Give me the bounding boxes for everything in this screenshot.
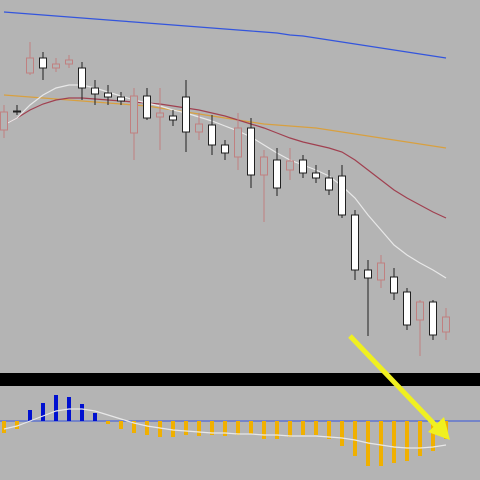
histogram-bar	[15, 421, 19, 429]
price-pane	[0, 11, 450, 356]
histogram-bar	[2, 421, 6, 433]
histogram-bar	[275, 421, 279, 439]
candle-body	[260, 156, 268, 176]
annotation-arrow	[348, 334, 450, 440]
histogram-bar	[288, 421, 292, 437]
histogram-bar	[80, 404, 84, 421]
candle-body	[325, 177, 333, 191]
histogram-bar	[158, 421, 162, 437]
candle-body	[364, 269, 372, 279]
candle-body	[130, 95, 138, 134]
candle-body	[273, 159, 281, 189]
candle-body	[429, 301, 437, 336]
candle-body	[117, 96, 125, 102]
histogram-bar	[262, 421, 266, 439]
histogram-bar	[301, 421, 305, 435]
histogram-bar	[340, 421, 344, 446]
histogram-bar	[145, 421, 149, 435]
histogram-bar	[223, 421, 227, 436]
candle-body	[208, 124, 216, 146]
candle-body	[65, 59, 73, 65]
candle-body	[312, 172, 320, 179]
indicator-line	[3, 408, 447, 449]
candle-body	[195, 123, 203, 133]
histogram-bar	[431, 421, 435, 451]
candle-body	[286, 160, 294, 171]
candle-body	[247, 127, 255, 176]
candle-body	[442, 316, 450, 333]
histogram-bar	[418, 421, 422, 456]
pane-separator	[0, 373, 480, 386]
histogram-bar	[210, 421, 214, 435]
histogram-bar	[353, 421, 357, 456]
candle-body	[390, 276, 398, 294]
candle-body	[26, 57, 34, 74]
candle-body	[0, 111, 8, 131]
histogram-bar	[106, 421, 110, 424]
candle-body	[13, 110, 21, 113]
indicator-pane	[0, 395, 480, 466]
candle-body	[182, 96, 190, 133]
histogram-bar	[41, 403, 45, 421]
histogram-bar	[405, 421, 409, 461]
histogram-bar	[249, 421, 253, 434]
histogram-bar	[54, 395, 58, 421]
histogram-bar	[197, 421, 201, 436]
indicator-line	[3, 97, 447, 219]
histogram-bar	[119, 421, 123, 429]
histogram-bar	[379, 421, 383, 466]
candle-body	[221, 144, 229, 154]
indicator-line	[3, 94, 447, 149]
candle-body	[91, 87, 99, 95]
candle-body	[143, 95, 151, 119]
candle-body	[338, 175, 346, 216]
candle-body	[169, 115, 177, 121]
histogram-bar	[93, 413, 97, 421]
histogram-bar	[28, 410, 32, 421]
candle-body	[416, 301, 424, 321]
histogram-bar	[184, 421, 188, 435]
histogram-bar	[314, 421, 318, 435]
histogram-bar	[132, 421, 136, 433]
candle-body	[156, 112, 164, 118]
candle-body	[52, 63, 60, 69]
candle-body	[104, 92, 112, 98]
candle-body	[403, 291, 411, 326]
histogram-bar	[327, 421, 331, 439]
candle-body	[377, 262, 385, 281]
candle-body	[299, 159, 307, 174]
candle-body	[39, 57, 47, 69]
histogram-bar	[236, 421, 240, 435]
indicator-line	[3, 84, 447, 279]
histogram-bar	[171, 421, 175, 437]
histogram-bar	[392, 421, 396, 463]
candle-body	[78, 67, 86, 89]
indicator-line	[3, 11, 447, 59]
candle-body	[351, 214, 359, 271]
candle-body	[234, 127, 242, 158]
